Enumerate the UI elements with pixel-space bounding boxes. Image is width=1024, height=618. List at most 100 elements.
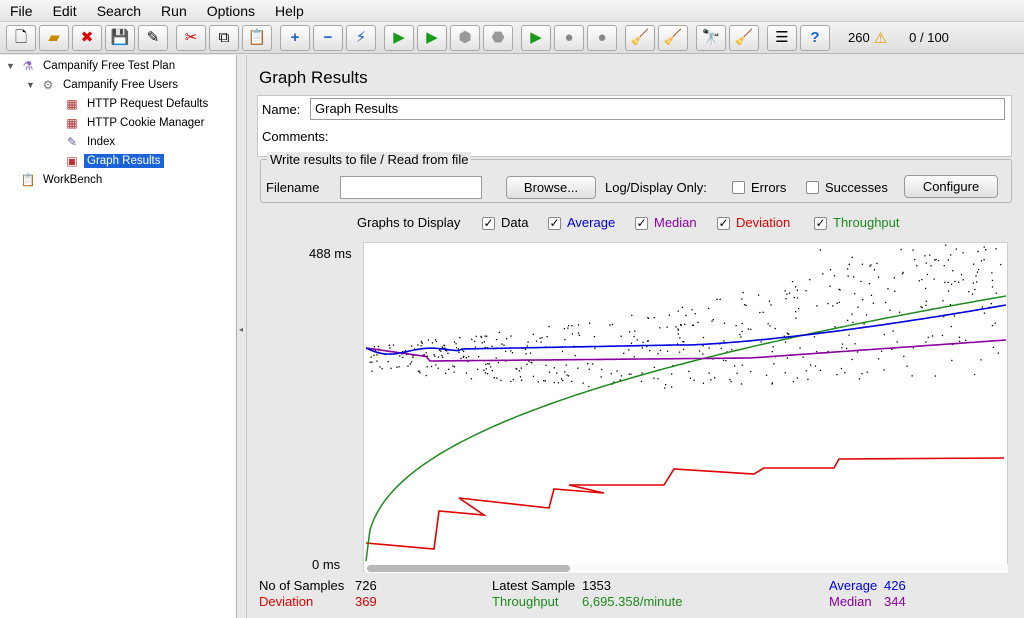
tree-item-index[interactable]: ✎ Index <box>50 133 118 151</box>
clear-all-button[interactable]: 🧹 <box>658 24 688 51</box>
menu-search[interactable]: Search <box>96 2 142 19</box>
data-point <box>937 259 940 262</box>
data-point <box>720 347 722 350</box>
data-point <box>832 305 834 307</box>
filename-label: Filename <box>266 180 320 195</box>
data-point <box>425 374 427 377</box>
clear-button[interactable]: 🧹 <box>625 24 655 51</box>
copy-button[interactable]: ⧉ <box>209 24 239 51</box>
tree-item-graph-results[interactable]: ▣ Graph Results <box>50 152 164 170</box>
deviation-checkbox[interactable]: ✓ <box>717 216 730 230</box>
browse-button[interactable]: Browse... <box>506 176 596 199</box>
tree-item-label: HTTP Request Defaults <box>87 98 209 110</box>
data-point <box>666 326 668 328</box>
data-point <box>962 279 964 281</box>
data-point <box>435 364 437 366</box>
remote-stop-button[interactable]: ● <box>554 24 584 51</box>
y-axis-min-label: 0 ms <box>312 557 341 572</box>
split-pane-divider[interactable]: ◂ <box>237 55 247 618</box>
expand-triangle-icon[interactable]: ▼ <box>26 80 35 90</box>
expand-triangle-icon[interactable]: ▼ <box>6 61 15 71</box>
reset-search-button[interactable]: 🧹 <box>729 24 759 51</box>
data-point <box>810 364 812 366</box>
warning-icon[interactable]: ⚠ <box>873 29 888 47</box>
data-point <box>512 378 514 381</box>
data-point <box>453 371 455 373</box>
deviation-stat-value: 369 <box>355 594 377 609</box>
data-point <box>880 350 883 352</box>
data-point <box>587 363 589 365</box>
expand-button[interactable]: + <box>280 24 310 51</box>
data-point <box>865 314 868 316</box>
start-no-pause-button[interactable]: ▶ <box>417 24 447 51</box>
data-point <box>371 361 373 363</box>
throughput-checkbox[interactable]: ✓ <box>814 216 827 230</box>
new-button[interactable]: 🗋 <box>6 24 36 51</box>
tree-item-test-plan[interactable]: ▼ ⚗ Campanify Free Test Plan <box>6 57 178 75</box>
samples-label: No of Samples <box>259 578 345 593</box>
scrollbar-thumb[interactable] <box>367 565 570 572</box>
data-point <box>498 331 501 334</box>
function-helper-button[interactable]: ☰ <box>767 24 797 51</box>
name-field[interactable]: Graph Results <box>310 98 1005 120</box>
graph-scrollbar[interactable] <box>365 564 1008 573</box>
data-point <box>815 351 818 353</box>
tree-item-workbench[interactable]: 📋 WorkBench <box>6 171 105 189</box>
data-point <box>592 363 594 365</box>
median-checkbox[interactable]: ✓ <box>635 216 648 230</box>
data-point <box>529 352 532 354</box>
start-button[interactable]: ▶ <box>384 24 414 51</box>
data-point <box>769 325 771 327</box>
data-point <box>924 287 927 290</box>
deviation-stat-label: Deviation <box>259 594 314 609</box>
shutdown-button[interactable]: ⬣ <box>483 24 513 51</box>
cut-button[interactable]: ✂ <box>176 24 206 51</box>
save-as-button[interactable]: ✎ <box>138 24 168 51</box>
median-line <box>365 339 1007 362</box>
successes-checkbox[interactable] <box>806 181 819 194</box>
toolbar: 🗋 ▰ ✖ 💾 ✎ ✂ ⧉ 📋 + − ⚡ ▶ ▶ ⬢ ⬣ ▶ ● ● 🧹 🧹 … <box>0 22 1024 54</box>
data-point <box>462 349 464 351</box>
data-point <box>796 377 799 379</box>
search-button[interactable]: 🔭 <box>696 24 726 51</box>
collapse-button[interactable]: − <box>313 24 343 51</box>
tree-item-thread-group[interactable]: ▼ ⚙ Campanify Free Users <box>26 76 181 94</box>
tree-item-http-request-defaults[interactable]: ▦ HTTP Request Defaults <box>50 95 211 113</box>
average-checkbox[interactable]: ✓ <box>548 216 561 230</box>
stop-button[interactable]: ⬢ <box>450 24 480 51</box>
data-point <box>682 348 685 351</box>
data-point <box>657 378 659 380</box>
data-point <box>435 339 437 341</box>
menu-help[interactable]: Help <box>274 2 304 19</box>
data-point <box>787 333 789 335</box>
paste-button[interactable]: 📋 <box>242 24 272 51</box>
save-button[interactable]: 💾 <box>105 24 135 51</box>
help-button[interactable]: ? <box>800 24 830 51</box>
configure-button[interactable]: Configure <box>904 175 998 198</box>
new-icon: 🗋 <box>14 29 28 46</box>
menu-file[interactable]: File <box>10 2 33 19</box>
open-button[interactable]: ▰ <box>39 24 69 51</box>
menu-edit[interactable]: Edit <box>52 2 77 19</box>
menu-run[interactable]: Run <box>161 2 187 19</box>
toggle-button[interactable]: ⚡ <box>346 24 376 51</box>
errors-checkbox[interactable] <box>732 181 745 194</box>
data-point <box>723 340 725 342</box>
data-point <box>725 360 727 362</box>
filename-field[interactable] <box>340 176 482 199</box>
data-point <box>920 306 922 308</box>
data-point <box>524 348 526 350</box>
tree-item-http-cookie-manager[interactable]: ▦ HTTP Cookie Manager <box>50 114 207 132</box>
remote-shutdown-button[interactable]: ● <box>587 24 617 51</box>
data-point <box>912 347 915 349</box>
close-button[interactable]: ✖ <box>72 24 102 51</box>
data-point <box>714 377 716 379</box>
data-point <box>925 341 927 343</box>
median-stat-value: 344 <box>884 594 906 609</box>
menu-options[interactable]: Options <box>206 2 255 19</box>
data-point <box>376 354 378 356</box>
data-point <box>484 346 486 349</box>
data-point <box>702 336 705 339</box>
remote-start-button[interactable]: ▶ <box>521 24 551 51</box>
data-checkbox[interactable]: ✓ <box>482 216 495 230</box>
